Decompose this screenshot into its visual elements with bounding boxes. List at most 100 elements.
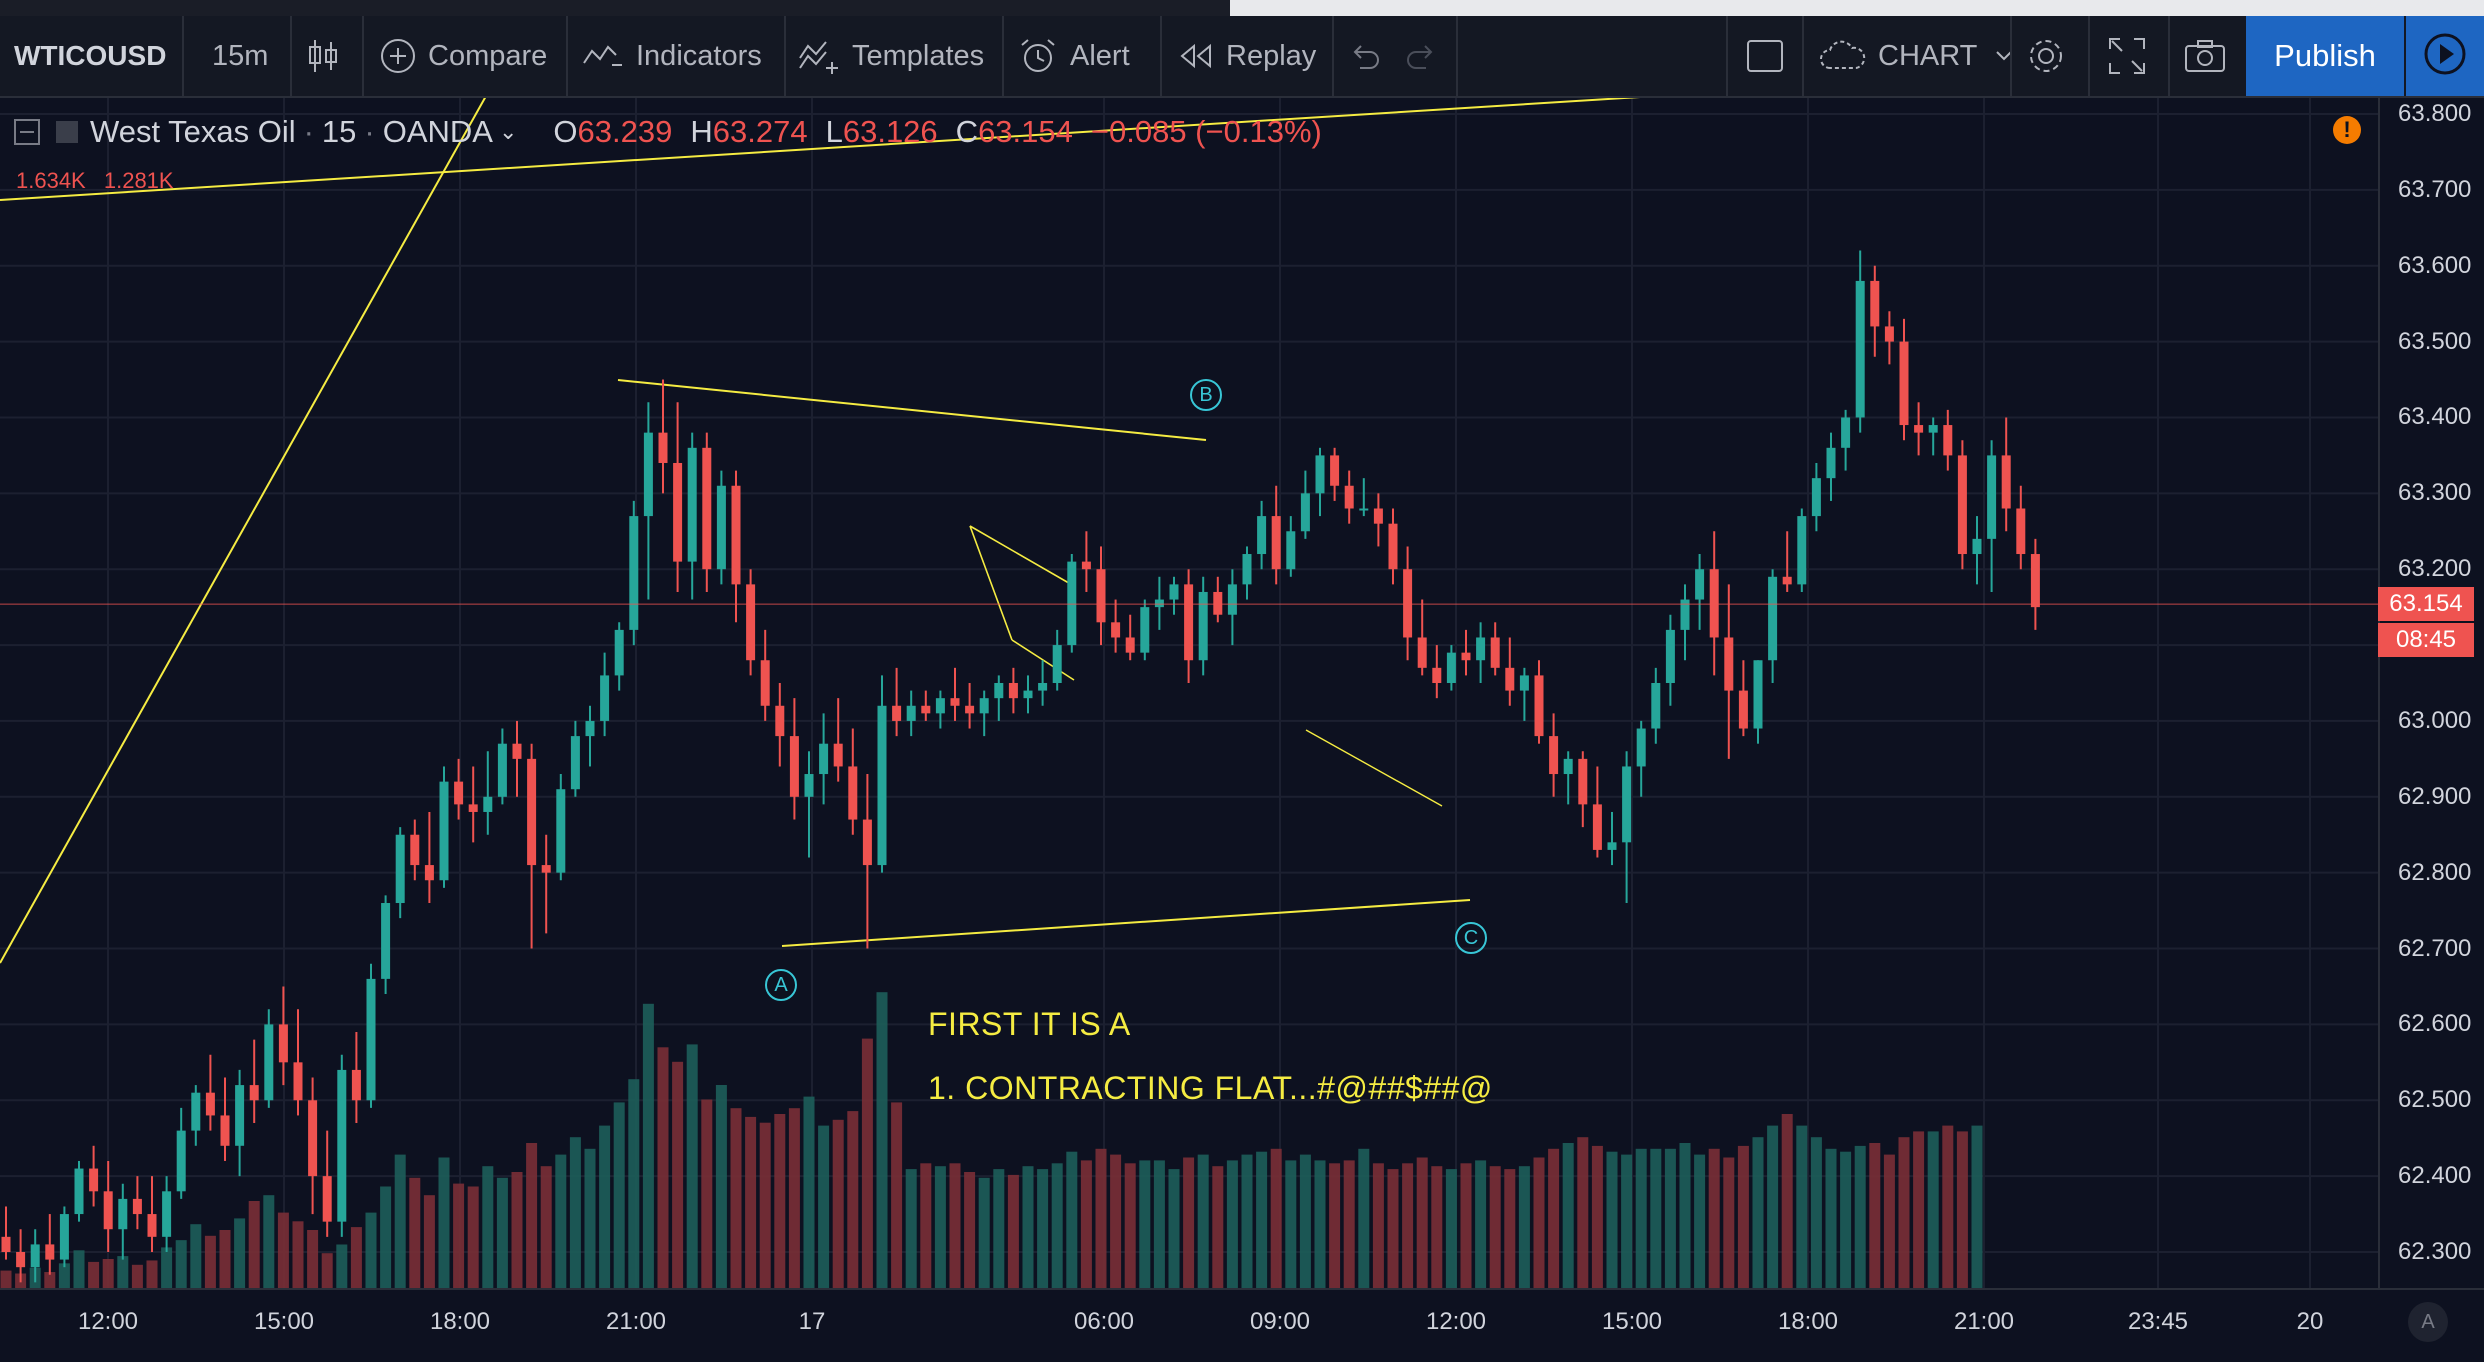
candle-body bbox=[848, 766, 858, 820]
chevron-down-icon[interactable]: ⌄ bbox=[498, 119, 518, 144]
wave-label-b[interactable]: B bbox=[1190, 379, 1222, 411]
warning-icon[interactable]: ! bbox=[2333, 116, 2361, 144]
volume-bar bbox=[1402, 1163, 1414, 1288]
price-tick-label: 63.800 bbox=[2398, 100, 2472, 127]
volume-bar bbox=[745, 1116, 757, 1288]
compare-button[interactable]: Compare bbox=[380, 16, 547, 96]
toolbar-separator bbox=[290, 16, 292, 96]
redo-icon bbox=[1404, 42, 1438, 70]
replay-button[interactable]: Replay bbox=[1178, 16, 1316, 96]
alert-button[interactable]: Alert bbox=[1018, 16, 1130, 96]
candle-body bbox=[1724, 637, 1734, 691]
fullscreen-button[interactable] bbox=[2108, 16, 2158, 96]
price-axis[interactable]: 63.800 63.700 63.600 63.500 63.400 63.300 63.2… bbox=[2378, 98, 2484, 1288]
save-chart-button[interactable]: CHART bbox=[1818, 16, 2025, 96]
play-button[interactable] bbox=[2406, 16, 2484, 96]
settings-button[interactable] bbox=[2026, 16, 2078, 96]
volume-bar bbox=[1445, 1169, 1457, 1288]
candle-body bbox=[892, 705, 902, 721]
candle-body bbox=[308, 1100, 318, 1177]
undo-icon bbox=[1348, 42, 1382, 70]
volume-bar bbox=[1708, 1148, 1720, 1288]
candle-body bbox=[1957, 455, 1967, 555]
candle-body bbox=[804, 774, 814, 797]
indicators-label: Indicators bbox=[636, 39, 762, 72]
collapse-legend-icon[interactable] bbox=[14, 119, 40, 145]
volume-bar bbox=[204, 1235, 216, 1288]
volume-bar bbox=[1358, 1148, 1370, 1288]
volume-bar bbox=[1416, 1157, 1428, 1288]
volume-bar bbox=[526, 1143, 538, 1288]
layout-select-button[interactable] bbox=[1746, 16, 1796, 96]
time-axis[interactable]: 12:00 15:00 18:00 21:00 17 06:00 09:00 12:00 15:… bbox=[0, 1288, 2484, 1362]
volume-bar bbox=[1577, 1137, 1589, 1288]
annotation-text-line2[interactable]: 1. CONTRACTING FLAT...#@##$##@ bbox=[928, 1070, 1493, 1106]
templates-icon bbox=[798, 38, 840, 74]
volume-bar bbox=[1124, 1163, 1136, 1288]
candle-body bbox=[74, 1168, 84, 1215]
volume-bar bbox=[759, 1122, 771, 1288]
volume-bar bbox=[161, 1247, 173, 1288]
candle-body bbox=[1972, 538, 1982, 555]
candle-body bbox=[205, 1092, 215, 1116]
volume-bar bbox=[1956, 1131, 1968, 1288]
volume-bar bbox=[1767, 1125, 1779, 1288]
volume-bar bbox=[949, 1163, 961, 1288]
volume-legend: 1.634K 1.281K bbox=[16, 168, 186, 194]
toolbar-separator bbox=[1456, 16, 1458, 96]
indicators-button[interactable]: Indicators bbox=[582, 16, 762, 96]
alert-label: Alert bbox=[1070, 39, 1130, 72]
candle-body bbox=[2016, 508, 2026, 555]
volume-bar bbox=[672, 1061, 684, 1288]
time-tick-label: 21:00 bbox=[605, 1308, 667, 1335]
candle-body bbox=[1826, 447, 1836, 479]
wave-label-c[interactable]: C bbox=[1455, 922, 1487, 954]
wave-label-a[interactable]: A bbox=[765, 969, 797, 1001]
fullscreen-icon bbox=[2108, 37, 2146, 75]
volume-bar bbox=[1869, 1143, 1881, 1288]
volume-bar bbox=[818, 1125, 830, 1288]
interval-button[interactable]: 15m bbox=[212, 16, 268, 96]
chart-canvas[interactable] bbox=[0, 98, 2378, 1288]
replay-label: Replay bbox=[1226, 39, 1317, 72]
candle-body bbox=[1081, 561, 1091, 570]
candle-body bbox=[1899, 341, 1909, 426]
candle-body bbox=[1067, 561, 1077, 646]
volume-bar bbox=[599, 1125, 611, 1288]
toolbar-separator bbox=[2168, 16, 2170, 96]
volume-bar bbox=[715, 1085, 727, 1288]
undo-button[interactable] bbox=[1348, 16, 1394, 96]
templates-button[interactable]: Templates bbox=[798, 16, 984, 96]
toolbar-separator bbox=[784, 16, 786, 96]
candle-body bbox=[1914, 425, 1924, 433]
symbol-search-button[interactable]: WTICOUSD bbox=[14, 16, 166, 96]
series-name[interactable]: West Texas Oil bbox=[90, 114, 296, 149]
candle-body bbox=[278, 1024, 288, 1063]
candle-body bbox=[1359, 508, 1369, 511]
volume-bar bbox=[423, 1195, 435, 1288]
candle-body bbox=[118, 1198, 128, 1230]
price-tick-label: 63.300 bbox=[2398, 479, 2472, 507]
change-value: −0.085 (−0.13%) bbox=[1090, 114, 1322, 149]
candle-body bbox=[351, 1069, 361, 1101]
redo-button[interactable] bbox=[1404, 16, 1450, 96]
candle-body bbox=[337, 1069, 347, 1222]
candle-body bbox=[950, 698, 960, 706]
auto-scale-button[interactable]: A bbox=[2408, 1302, 2448, 1342]
candle-body bbox=[381, 903, 391, 979]
annotation-text-line1[interactable]: FIRST IT IS A bbox=[928, 1006, 1131, 1042]
price-tick-label: 63.200 bbox=[2398, 555, 2472, 583]
volume-bar bbox=[1343, 1160, 1355, 1288]
candle-body bbox=[556, 789, 566, 873]
volume-bar bbox=[1752, 1137, 1764, 1288]
candle-body bbox=[1549, 736, 1559, 775]
volume-bar bbox=[1898, 1137, 1910, 1288]
snapshot-button[interactable] bbox=[2184, 16, 2238, 96]
volume-bar bbox=[1080, 1160, 1092, 1288]
publish-button[interactable]: Publish bbox=[2246, 16, 2404, 96]
volume-bar bbox=[146, 1260, 158, 1288]
toolbar-separator bbox=[1002, 16, 1004, 96]
toolbar-separator bbox=[1160, 16, 1162, 96]
chart-style-button[interactable] bbox=[306, 16, 352, 96]
volume-bar bbox=[1489, 1166, 1501, 1288]
